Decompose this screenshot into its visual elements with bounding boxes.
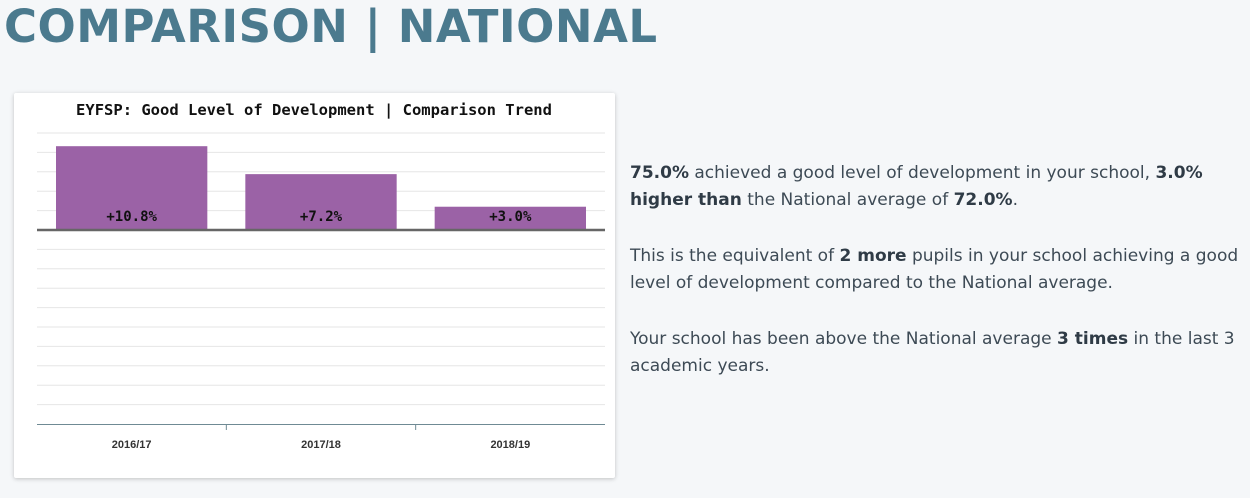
bar-data-label: +10.8%	[106, 209, 157, 225]
category-label: 2017/18	[301, 439, 341, 451]
axes	[37, 228, 605, 430]
bar-data-label: +7.2%	[300, 209, 343, 225]
bar	[245, 174, 397, 230]
category-label: 2016/17	[112, 439, 152, 451]
summary-paragraph-pupils: This is the equivalent of 2 more pupils …	[630, 246, 1239, 293]
labels: +10.8% 2016/17 +7.2% 2017/18 +3.0% 2018/19	[106, 209, 532, 451]
summary-text: 75.0% achieved a good level of developme…	[630, 160, 1245, 409]
chart-card: EYFSP: Good Level of Development | Compa…	[14, 93, 615, 478]
school-percentage: 75.0%	[630, 163, 689, 183]
national-percentage: 72.0%	[953, 190, 1013, 210]
bar-data-label: +3.0%	[489, 209, 532, 225]
bars	[56, 146, 586, 230]
category-label: 2018/19	[490, 439, 530, 451]
chart-title: EYFSP: Good Level of Development | Compa…	[76, 101, 552, 120]
difference-text: 3.0% higher than	[630, 163, 1203, 210]
page-title: COMPARISON | NATIONAL	[4, 0, 658, 53]
summary-paragraph-result: 75.0% achieved a good level of developme…	[630, 163, 1203, 210]
comparison-trend-chart: EYFSP: Good Level of Development | Compa…	[37, 101, 605, 451]
times-above: 3 times	[1057, 329, 1129, 349]
summary-paragraph-history: Your school has been above the National …	[630, 329, 1235, 376]
pupil-difference: 2 more	[839, 246, 907, 266]
bar	[56, 146, 208, 230]
bar	[434, 206, 586, 230]
